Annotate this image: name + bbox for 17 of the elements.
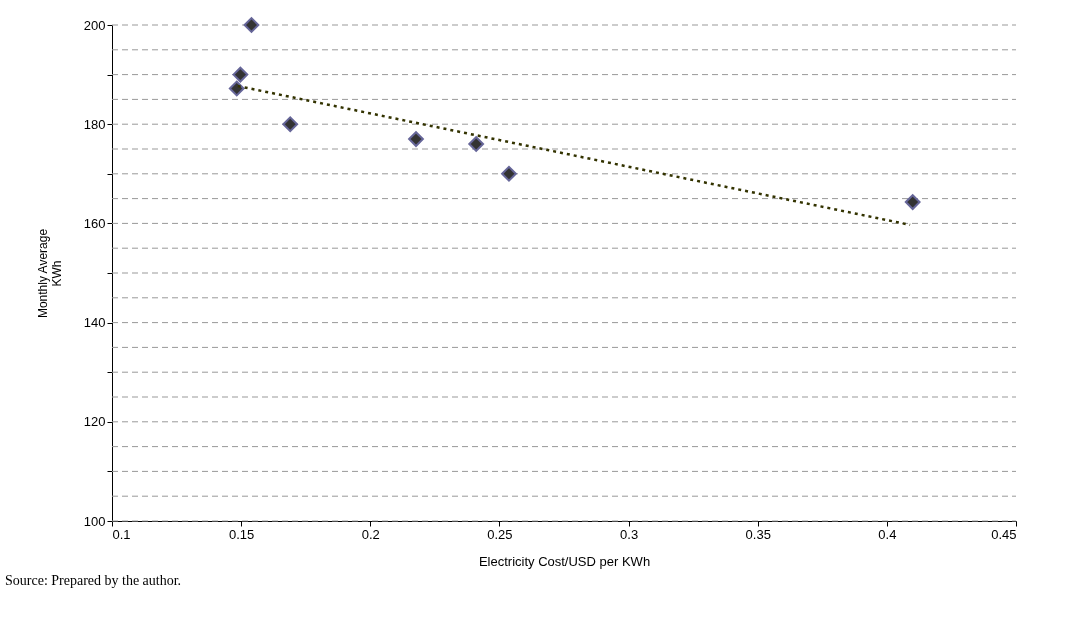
y-axis-title: Monthly Average KWh <box>35 228 64 319</box>
x-tick-label: 0.3 <box>620 526 639 542</box>
x-tick-label: 0.35 <box>745 526 771 542</box>
x-tick-label: 0.2 <box>361 526 380 542</box>
x-tick-label: 0.25 <box>487 526 513 542</box>
y-tick-label: 120 <box>83 414 106 430</box>
x-tick-label: 0.4 <box>878 526 897 542</box>
x-tick-label: 0.45 <box>991 526 1017 542</box>
y-tick-label: 180 <box>83 116 106 132</box>
y-tick-label: 100 <box>83 513 106 529</box>
x-axis-title: Electricity Cost/USD per KWh <box>478 553 651 569</box>
y-tick-label: 160 <box>83 215 106 231</box>
x-tick-label: 0.1 <box>112 526 131 542</box>
source-note: Source: Prepared by the author. <box>5 573 182 588</box>
y-tick-label: 140 <box>83 315 106 331</box>
y-tick-label: 200 <box>83 17 106 33</box>
x-tick-label: 0.15 <box>228 526 255 542</box>
